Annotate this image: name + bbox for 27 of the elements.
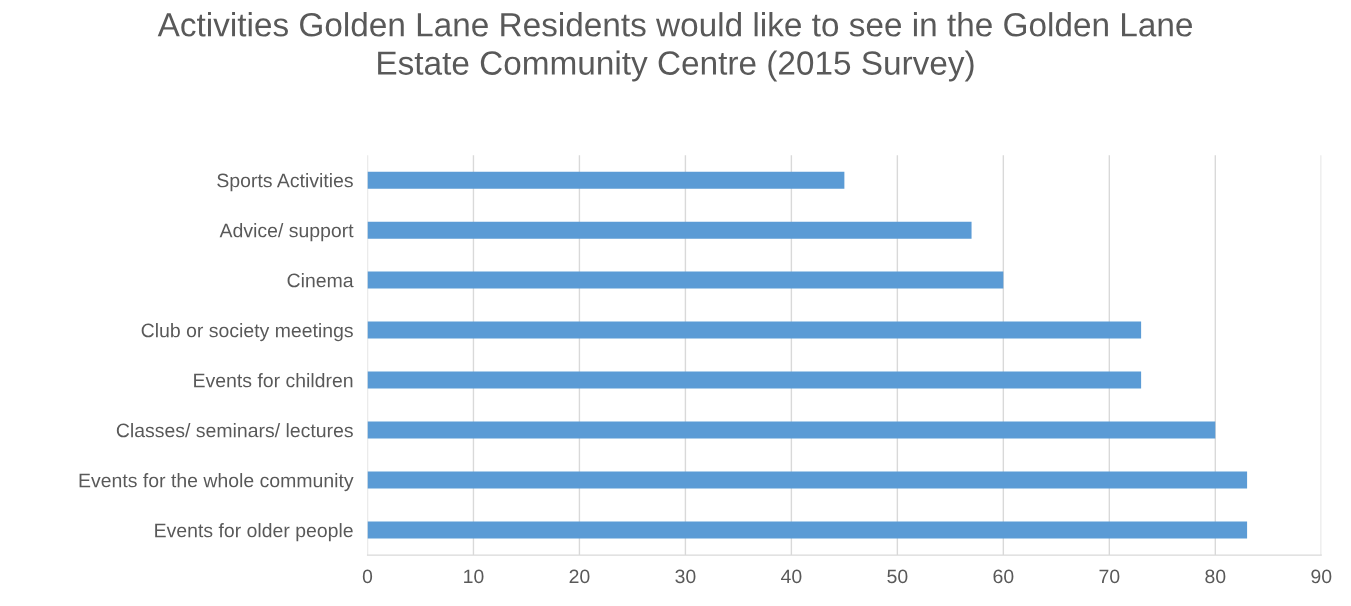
y-tick-label: Events for children — [194, 373, 353, 388]
bar — [367, 271, 1004, 289]
bar — [367, 371, 1142, 389]
x-tick-label: 80 — [1205, 569, 1226, 584]
bar — [367, 221, 972, 239]
bar — [367, 321, 1142, 339]
x-tick-label: 20 — [569, 569, 590, 584]
y-tick-label: Classes/ seminars/ lectures — [116, 423, 353, 438]
chart-title: Activities Golden Lane Residents would like to see in the Golden Lane Estate Community Centre (2015 Survey) — [157, 12, 1192, 82]
x-tick-label: 50 — [887, 569, 908, 584]
y-tick-label: Events for the whole community — [79, 473, 354, 492]
x-tick-label: 10 — [464, 569, 484, 584]
x-tick-label: 60 — [993, 569, 1014, 584]
bar — [367, 421, 1216, 439]
x-tick-label: 0 — [362, 569, 373, 584]
bar — [367, 521, 1248, 539]
x-tick-label: 40 — [781, 569, 802, 584]
y-tick-label: Sports Activities — [217, 173, 353, 192]
bar — [367, 171, 845, 189]
x-tick-label: 90 — [1311, 569, 1332, 584]
y-tick-label: Events for older people — [155, 523, 353, 542]
bar — [367, 471, 1248, 489]
y-tick-label: Advice/ support — [219, 223, 354, 242]
x-tick-label: 70 — [1099, 569, 1120, 584]
x-tick-label: 30 — [675, 569, 696, 584]
y-tick-label: Club or society meetings — [141, 323, 353, 342]
y-tick-label: Cinema — [287, 273, 354, 288]
